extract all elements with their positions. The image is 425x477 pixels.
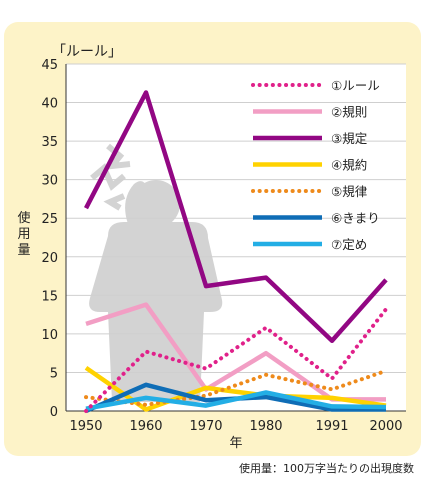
legend-label: ②規則 [331, 105, 367, 120]
series-lines [84, 90, 388, 414]
x-axis-ticks: 1950 1960 1970 1980 1991 2000 [69, 419, 402, 434]
series-line-7 [85, 390, 387, 411]
series-line-1 [84, 307, 388, 413]
y-tick-label: 45 [41, 58, 58, 73]
legend-label: ⑥きまり [331, 211, 380, 226]
series-line-4 [84, 365, 387, 412]
y-tick-label: 5 [50, 366, 58, 381]
y-tick-label: 15 [41, 289, 58, 304]
legend-label: ①ルール [331, 78, 380, 93]
y-tick-label: 10 [41, 328, 58, 343]
x-tick-label: 2000 [369, 419, 402, 434]
series-line-3 [84, 90, 388, 344]
y-axis-title: 使用量 [17, 210, 30, 258]
legend-label: ③規定 [331, 131, 367, 146]
series-line-5 [84, 368, 388, 407]
x-axis-title: 年 [229, 436, 242, 451]
legend-label: ⑤規律 [331, 184, 367, 199]
y-tick-label: 20 [41, 251, 58, 266]
legend-label: ⑦定め [331, 237, 367, 252]
x-tick-label: 1980 [249, 419, 282, 434]
y-tick-label: 30 [41, 174, 58, 189]
y-tick-label: 35 [41, 135, 58, 150]
legend-label: ④規約 [331, 158, 367, 173]
chart-title: 「ルール」 [52, 44, 122, 60]
x-tick-label: 1970 [189, 419, 222, 434]
y-tick-label: 40 [41, 97, 58, 112]
x-tick-label: 1960 [129, 419, 162, 434]
silhouette-illustration [89, 180, 223, 402]
y-axis-ticks: 0 5 10 15 20 25 30 35 40 45 [41, 58, 58, 420]
chart-note: 使用量：100万字当たりの出現度数 [239, 461, 414, 475]
y-tick-label: 25 [41, 212, 58, 227]
x-tick-label: 1950 [69, 419, 102, 434]
legend: ①ルール ②規則 ③規定 ④規約 ⑤規律 ⑥きまり ⑦定め [251, 78, 380, 252]
x-tick-label: 1991 [315, 419, 348, 434]
y-tick-label: 0 [50, 405, 58, 420]
